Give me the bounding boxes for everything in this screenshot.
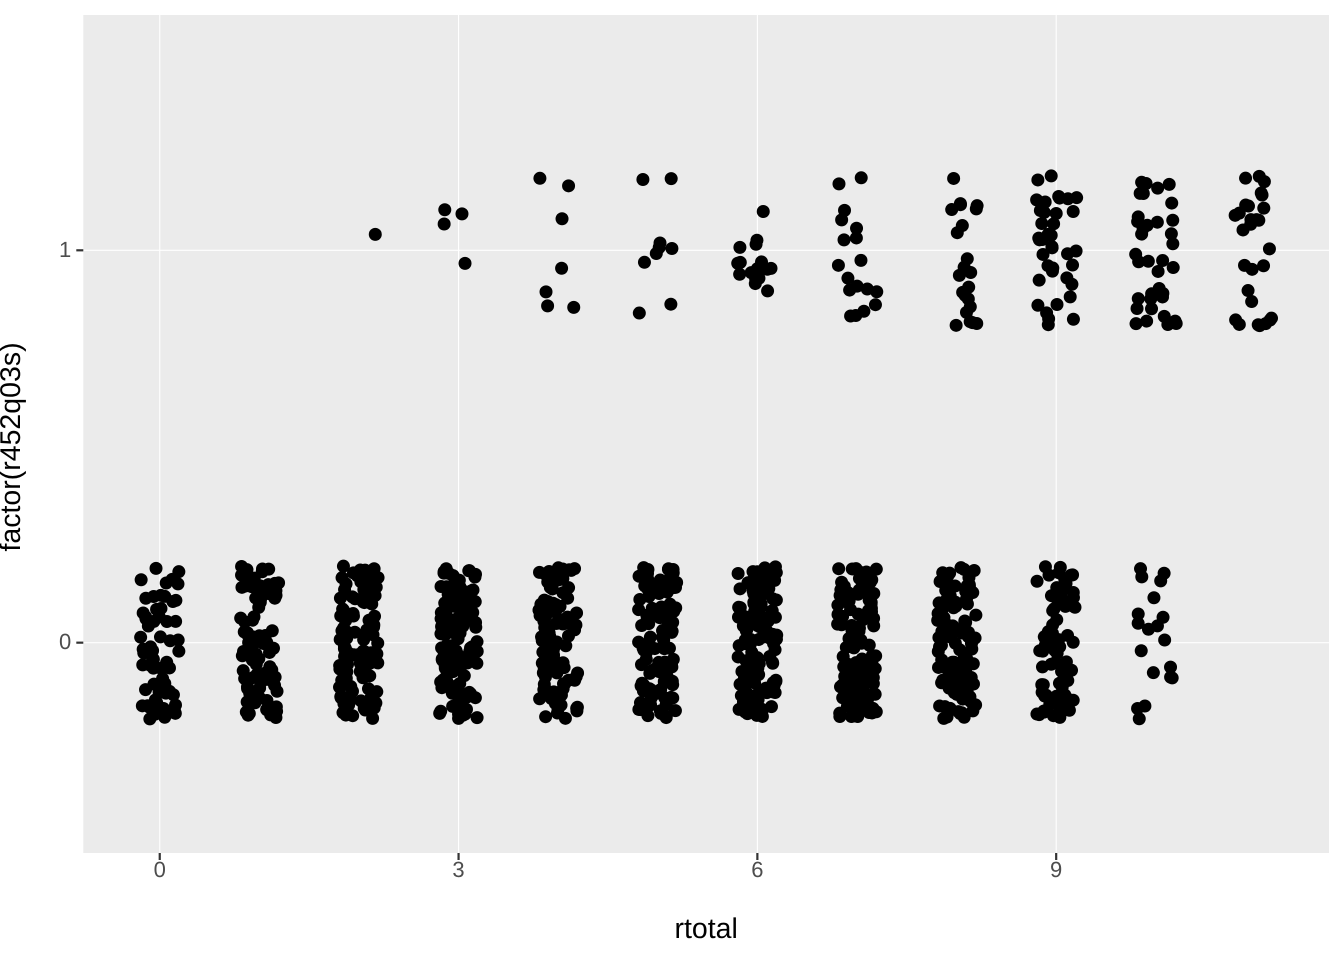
svg-text:rtotal: rtotal [674, 913, 737, 945]
svg-text:1: 1 [59, 237, 71, 262]
svg-text:0: 0 [154, 857, 166, 882]
svg-text:6: 6 [751, 857, 763, 882]
svg-text:0: 0 [59, 629, 71, 654]
svg-text:3: 3 [452, 857, 464, 882]
svg-text:9: 9 [1050, 857, 1062, 882]
svg-text:factor(r452q03s): factor(r452q03s) [0, 342, 27, 551]
